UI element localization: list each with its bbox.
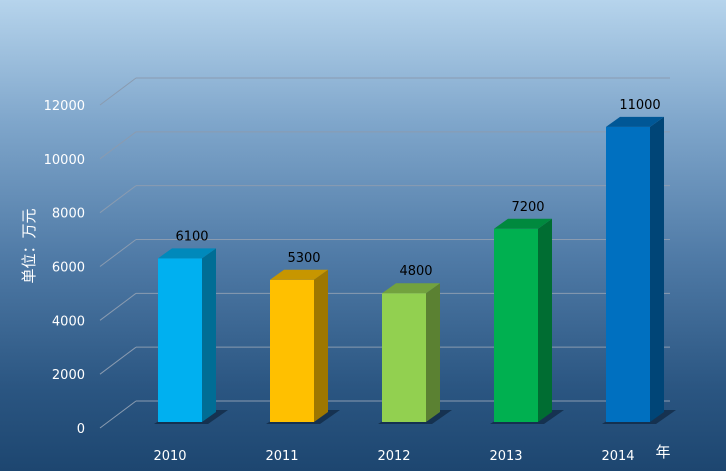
bar-side bbox=[650, 116, 664, 422]
bar bbox=[606, 126, 650, 422]
bar-side bbox=[202, 248, 216, 422]
x-tick-label: 2012 bbox=[377, 449, 410, 464]
grid-diagonal bbox=[99, 292, 137, 321]
grid-diagonal bbox=[99, 77, 137, 106]
bar-side bbox=[426, 283, 440, 422]
bars bbox=[154, 116, 676, 424]
grid-diagonal bbox=[99, 185, 137, 214]
x-tick-label: 2014 bbox=[601, 449, 634, 464]
y-tick-label: 4000 bbox=[52, 314, 85, 329]
data-label: 5300 bbox=[287, 251, 320, 266]
y-tick-label: 6000 bbox=[52, 261, 85, 276]
bar bbox=[494, 228, 538, 422]
y-tick-label: 8000 bbox=[52, 207, 85, 222]
bar-side bbox=[314, 269, 328, 422]
bar-top bbox=[606, 116, 664, 127]
bar-top bbox=[270, 269, 328, 280]
bar-top bbox=[158, 248, 216, 259]
bar bbox=[270, 279, 314, 422]
y-tick-label: 0 bbox=[77, 422, 85, 437]
y-tick-label: 2000 bbox=[52, 368, 85, 383]
x-tick-label: 2011 bbox=[265, 449, 298, 464]
grid-diagonal bbox=[99, 239, 137, 267]
x-axis-unit-label: 年 bbox=[655, 443, 670, 461]
data-label: 11000 bbox=[619, 98, 660, 113]
bar bbox=[158, 258, 202, 422]
x-tick-label: 2013 bbox=[489, 449, 522, 464]
bar-top bbox=[494, 218, 552, 229]
bar bbox=[382, 293, 426, 422]
y-tick-label: 10000 bbox=[44, 153, 85, 168]
x-tick-label: 2010 bbox=[153, 449, 186, 464]
data-label: 7200 bbox=[511, 200, 544, 215]
labels: 0 2000 4000 6000 8000 10000 12000 6100 2010 5300 2… bbox=[44, 98, 661, 464]
grid-diagonal bbox=[99, 131, 137, 160]
bar-top bbox=[382, 283, 440, 294]
y-tick-label: 12000 bbox=[44, 99, 85, 114]
y-axis-label: 单位：万元 bbox=[20, 208, 38, 283]
grid-diagonal bbox=[99, 400, 137, 429]
bar-side bbox=[538, 218, 552, 422]
grid-diagonal bbox=[99, 346, 137, 375]
data-label: 4800 bbox=[399, 264, 432, 279]
data-label: 6100 bbox=[175, 229, 208, 244]
